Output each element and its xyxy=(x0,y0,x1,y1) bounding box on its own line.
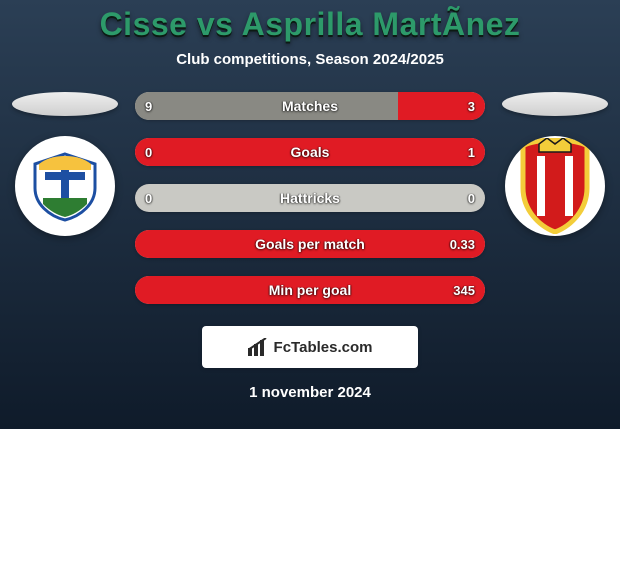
page-subtitle: Club competitions, Season 2024/2025 xyxy=(0,51,620,68)
girona-crest-icon xyxy=(515,138,595,234)
comparison-row: Matches93 Goals01 Hattricks00 Goals per mat… xyxy=(0,92,620,304)
player-ellipse-right xyxy=(502,92,608,116)
club-crest-right xyxy=(505,136,605,236)
page-title: Cisse vs Asprilla MartÃnez xyxy=(0,6,620,43)
logo-text-strong: Fc xyxy=(274,339,292,356)
logo-text-rest: Tables.com xyxy=(291,339,372,356)
stat-bar: Goals per match0.33 xyxy=(135,230,485,258)
bar-chart-icon xyxy=(248,338,268,356)
stat-bar: Goals01 xyxy=(135,138,485,166)
fctables-logo: FcTables.com xyxy=(202,326,418,368)
date-label: 1 november 2024 xyxy=(0,384,620,401)
stat-bar: Min per goal345 xyxy=(135,276,485,304)
stat-bar: Matches93 xyxy=(135,92,485,120)
stat-bar: Hattricks00 xyxy=(135,184,485,212)
leganes-crest-icon xyxy=(29,150,101,222)
player-ellipse-left xyxy=(12,92,118,116)
right-side xyxy=(495,92,615,236)
card: Cisse vs Asprilla MartÃnez Club competit… xyxy=(0,0,620,440)
left-side xyxy=(5,92,125,236)
club-crest-left xyxy=(15,136,115,236)
stat-bars: Matches93 Goals01 Hattricks00 Goals per mat… xyxy=(135,92,485,304)
logo-text: FcTables.com xyxy=(274,339,373,356)
